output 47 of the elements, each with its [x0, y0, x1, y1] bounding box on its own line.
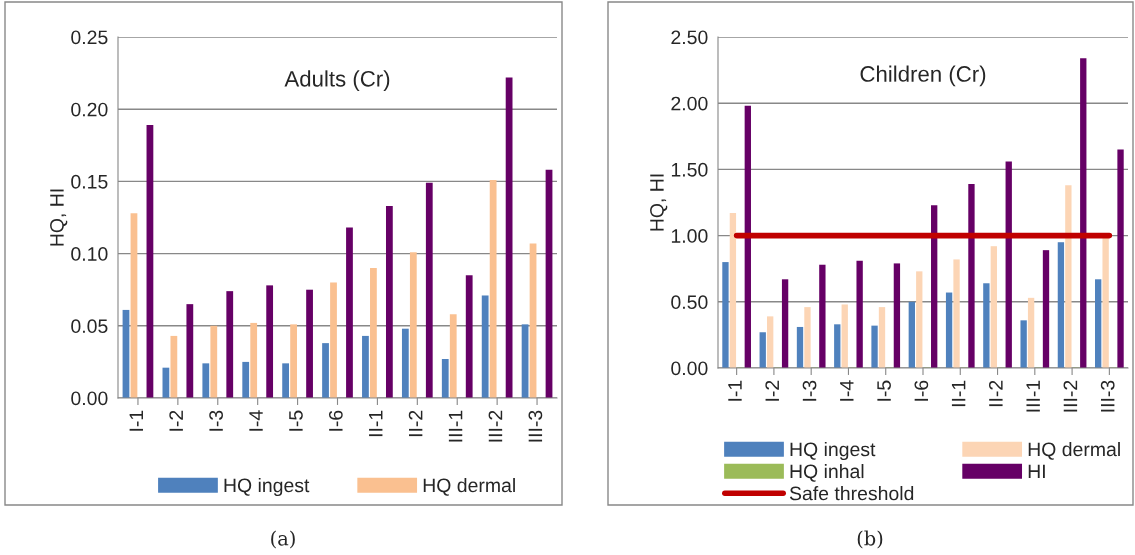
legend-label: HQ ingest [224, 477, 310, 497]
x-tick-label: I-3 [802, 380, 817, 401]
text: Children (Cr) [860, 65, 986, 87]
x-tick-label: I-5 [289, 410, 303, 431]
y-tick-label: 0.00 [71, 391, 108, 406]
y-axis-title: HQ, HI [650, 174, 668, 231]
x-tick-label: I-4 [249, 410, 263, 431]
legend-label: HQ ingest [790, 441, 876, 461]
y-axis-title: HQ, HI [50, 189, 68, 246]
y-tick-label: 0.50 [671, 295, 708, 310]
y-tick-label: 0.05 [71, 319, 108, 334]
x-tick-label: III-2 [488, 410, 503, 442]
x-tick-label: I-1 [728, 380, 742, 401]
y-tick-label: 0.00 [671, 361, 708, 376]
y-tick-label: 0.20 [71, 102, 108, 117]
x-tick-label: I-3 [209, 410, 223, 431]
x-tick-label: I-5 [877, 380, 891, 401]
x-tick-label: III-3 [528, 410, 543, 442]
x-tick-label: III-1 [1026, 380, 1040, 412]
y-tick-label: 0.25 [71, 30, 108, 45]
x-tick-label: III-1 [448, 410, 463, 442]
text: (a) [271, 530, 295, 549]
x-tick-label: III-2 [1063, 380, 1078, 412]
x-tick-label: I-4 [840, 380, 854, 401]
text: Adults (Cr) [284, 70, 390, 92]
y-tick-label: 2.00 [671, 96, 708, 111]
x-tick-label: II-1 [951, 380, 966, 407]
x-tick-label: I-1 [129, 410, 143, 431]
x-tick-label: I-2 [765, 380, 779, 401]
x-tick-label: II-1 [369, 410, 383, 437]
x-tick-label: II-2 [989, 380, 1003, 407]
legend-label: HQ dermal [1028, 441, 1120, 460]
y-tick-label: 2.50 [671, 30, 708, 45]
legend-label: HQ dermal [423, 477, 515, 496]
x-tick-label: III-3 [1100, 380, 1115, 412]
text: (b) [857, 530, 883, 549]
x-tick-label: I-6 [914, 380, 929, 401]
y-tick-label: 1.50 [671, 162, 708, 177]
y-tick-label: 1.00 [671, 229, 708, 243]
x-tick-label: II-2 [408, 410, 423, 437]
x-tick-label: I-6 [328, 410, 343, 431]
x-tick-label: I-2 [169, 410, 183, 431]
y-tick-label: 0.10 [71, 247, 108, 261]
legend-label: Safe threshold [789, 486, 914, 501]
legend-label: HI [1028, 464, 1045, 479]
y-tick-label: 0.15 [71, 174, 108, 189]
legend-label: HQ inhal [790, 463, 864, 482]
